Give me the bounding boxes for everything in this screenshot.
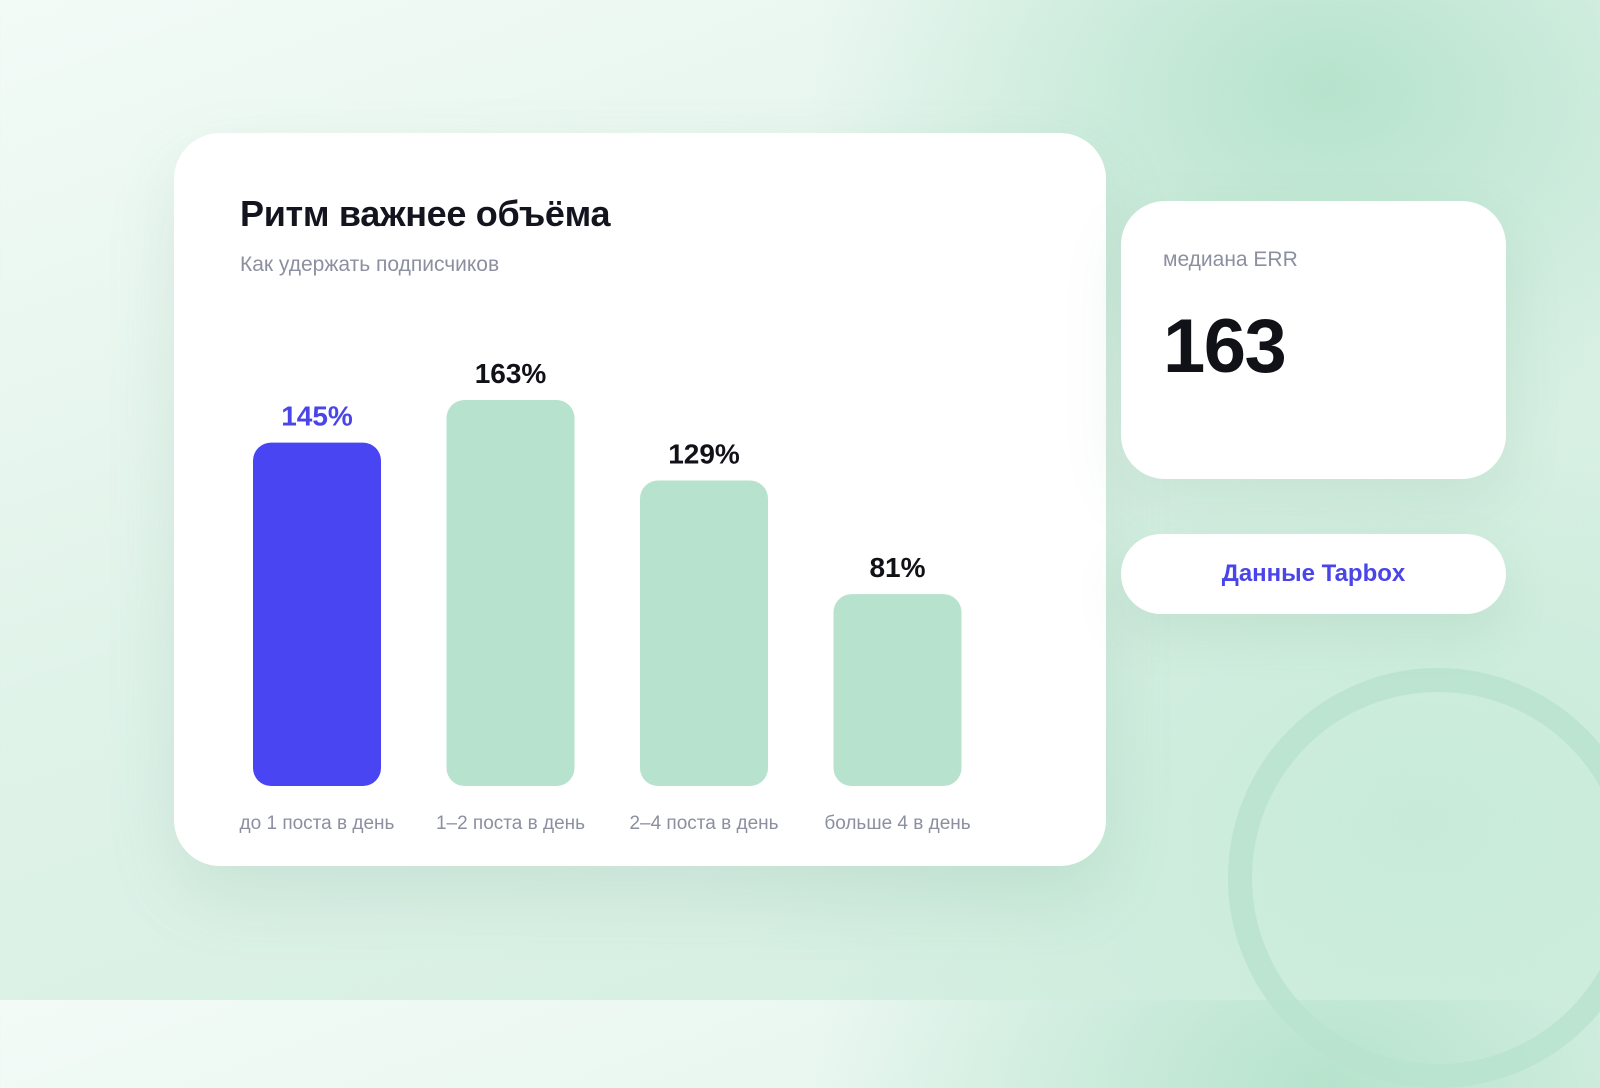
chart-subtitle: Как удержать подписчиков [240, 253, 500, 276]
bar-value-label-1: 145% [281, 401, 353, 432]
decorative-ring [1228, 668, 1600, 1088]
category-label-1: до 1 поста в день [240, 813, 395, 834]
chart-card: Ритм важнее объёма Как удержать подписчи… [174, 133, 1106, 866]
bar-4 [833, 594, 962, 786]
bar-chart: 145% до 1 поста в день 163% 1–2 поста в ден… [240, 358, 971, 834]
bar-2 [446, 400, 575, 786]
category-label-4: больше 4 в день [824, 813, 970, 834]
tapbox-data-button[interactable]: Данные Tapbox [1121, 534, 1506, 614]
bar-3 [640, 480, 768, 786]
category-label-3: 2–4 поста в день [629, 813, 778, 834]
median-err-label: медиана ERR [1163, 248, 1298, 271]
bar-value-label-4: 81% [869, 552, 925, 583]
bar-value-label-3: 129% [668, 439, 740, 470]
bar-value-label-2: 163% [475, 358, 547, 389]
chart-title: Ритм важнее объёма [240, 193, 611, 234]
median-err-value: 163 [1163, 304, 1287, 389]
bar-1 [253, 442, 381, 786]
median-err-card: медиана ERR 163 [1121, 201, 1506, 479]
category-label-2: 1–2 поста в день [436, 813, 585, 834]
